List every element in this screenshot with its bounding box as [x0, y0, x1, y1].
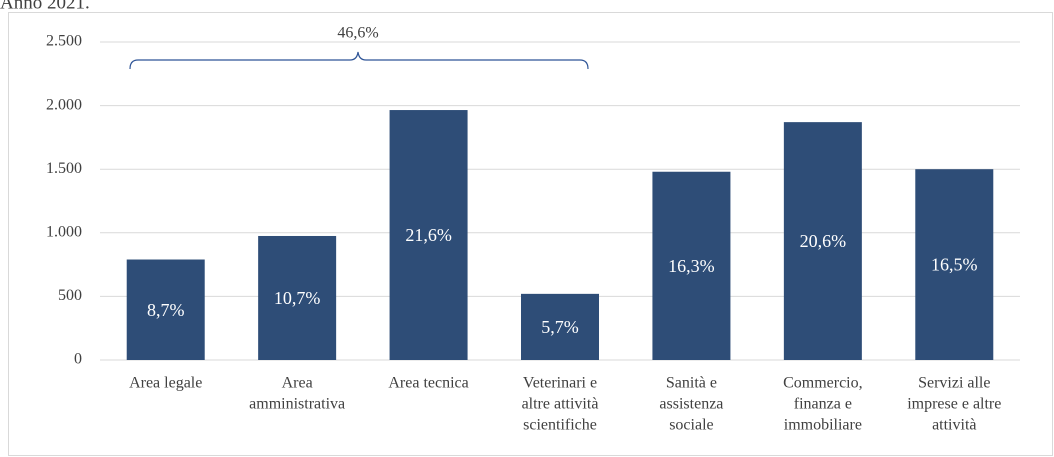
bar-share-label: 10,7%	[274, 288, 321, 308]
bar	[389, 110, 468, 360]
x-tick-label: immobiliare	[784, 417, 862, 434]
bracket	[129, 51, 589, 70]
chart-heading: Anno 2021.	[0, 0, 90, 13]
y-tick-label: 0	[74, 351, 82, 368]
y-tick-label: 1.000	[46, 223, 82, 240]
x-tick-label: Veterinari e	[523, 375, 597, 392]
x-tick-label: imprese e altre	[907, 396, 1001, 413]
chart-frame	[8, 12, 1053, 456]
bar	[652, 171, 731, 360]
x-tick-label: finanza e	[794, 396, 852, 413]
bar	[915, 169, 994, 360]
x-tick-label: Commercio,	[783, 375, 863, 392]
bar-share-label: 21,6%	[405, 225, 452, 245]
y-tick-label: 1.500	[46, 160, 82, 177]
y-tick-label: 2.000	[46, 96, 82, 113]
bar-share-label: 8,7%	[147, 300, 185, 320]
x-tick-label: Servizi alle	[918, 375, 990, 392]
x-tick-label: Area	[282, 375, 313, 392]
bracket-label: 46,6%	[337, 25, 378, 42]
y-tick-label: 500	[58, 287, 82, 304]
bar-share-label: 16,3%	[668, 256, 715, 276]
bar-share-label: 5,7%	[541, 317, 579, 337]
x-tick-label: scientifiche	[523, 417, 597, 434]
x-tick-label: assistenza	[659, 396, 723, 413]
bar	[258, 235, 337, 360]
bar-share-label: 20,6%	[800, 231, 847, 251]
x-tick-label: amministrativa	[249, 396, 345, 413]
bar	[521, 293, 599, 360]
bar-share-label: 16,5%	[931, 255, 978, 275]
x-tick-label: sociale	[669, 417, 713, 434]
x-tick-label: Area legale	[129, 375, 202, 392]
x-tick-label: Area tecnica	[388, 375, 468, 392]
x-tick-label: altre attività	[522, 396, 599, 413]
y-tick-label: 2.500	[46, 33, 82, 50]
x-tick-label: Sanità e	[666, 375, 717, 392]
bar	[783, 122, 862, 360]
bar	[126, 259, 205, 360]
x-tick-label: attività	[932, 417, 976, 434]
